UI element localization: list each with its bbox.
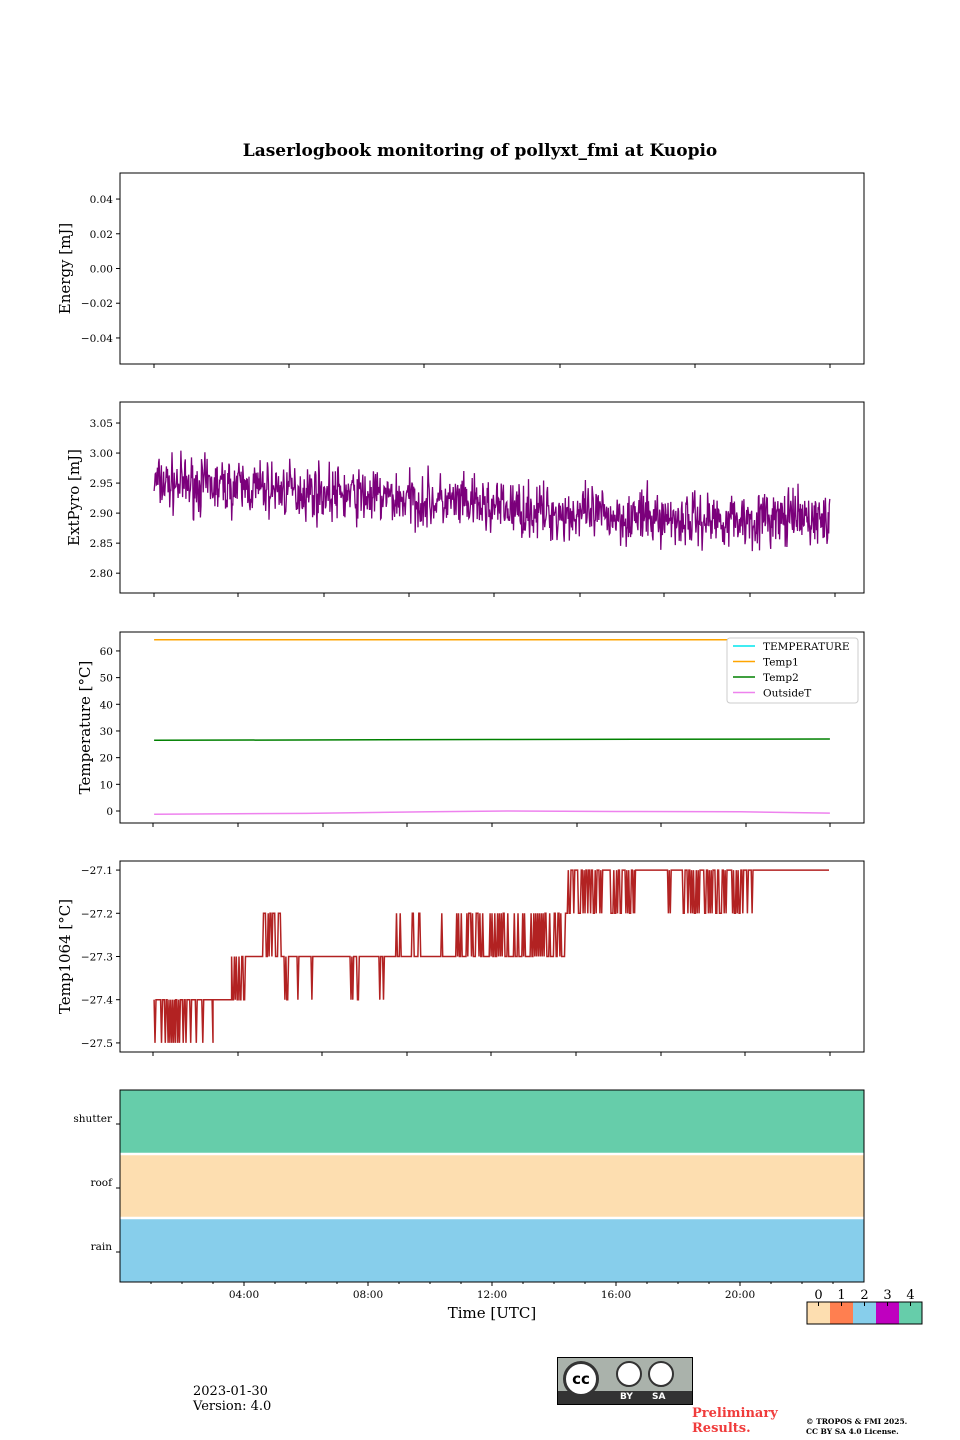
y-tick-label: −27.1: [81, 865, 113, 877]
sa-sharealike-icon: [648, 1361, 674, 1387]
y-tick-label: 2.85: [90, 538, 113, 550]
y-tick-label: 2.95: [90, 478, 113, 490]
series-line-temp1064: [153, 869, 829, 1043]
y-tick-label: 10: [100, 779, 113, 791]
y-axis-label: Energy [mJ]: [56, 223, 74, 314]
x-tick-label: 04:00: [229, 1289, 259, 1301]
y-tick-label: −27.3: [81, 952, 113, 964]
x-tick-label: 16:00: [601, 1289, 631, 1301]
panel-3: [116, 631, 865, 827]
copyright-notice: © TROPOS & FMI 2025. CC BY SA 4.0 Licens…: [806, 1417, 907, 1437]
status-row-label: roof: [90, 1177, 113, 1189]
colorbar-swatch: [807, 1302, 830, 1324]
panel-1: [116, 172, 865, 368]
legend-entry: Temp1: [763, 657, 799, 669]
x-axis-label: Time [UTC]: [448, 1304, 537, 1322]
panel-2: [116, 401, 865, 597]
y-tick-label: 2.80: [90, 568, 113, 580]
colorbar-tick-label: 3: [883, 1288, 891, 1303]
copyright-line1: © TROPOS & FMI 2025.: [806, 1417, 908, 1426]
colorbar-tick-label: 4: [906, 1288, 914, 1303]
legend-entry: OutsideT: [763, 688, 811, 700]
chart-title: Laserlogbook monitoring of pollyxt_fmi a…: [242, 141, 718, 161]
y-tick-label: −0.04: [81, 333, 113, 345]
colorbar-swatch: [876, 1302, 899, 1324]
y-tick-label: −27.2: [81, 908, 113, 920]
footer-date: 2023-01-30: [193, 1384, 268, 1399]
colorbar-swatch: [853, 1302, 876, 1324]
colorbar-tick-label: 0: [814, 1288, 822, 1303]
series-line-extpyro: [153, 450, 831, 552]
y-tick-label: 0.02: [90, 229, 113, 241]
axes-frame: [119, 401, 865, 594]
x-tick-label: 08:00: [353, 1289, 383, 1301]
colorbar-tick-label: 1: [837, 1288, 845, 1303]
legend-entry: TEMPERATURE: [763, 641, 850, 653]
y-tick-label: 60: [100, 646, 113, 658]
cc-by-label: BY: [620, 1392, 633, 1402]
y-tick-label: 3.00: [90, 448, 113, 460]
status-band-rain: [120, 1218, 864, 1282]
y-tick-label: 3.05: [90, 418, 113, 430]
status-row-label: rain: [91, 1241, 113, 1253]
status-band-shutter: [120, 1090, 864, 1154]
panel-4: [116, 860, 865, 1056]
y-tick-label: −27.5: [81, 1038, 113, 1050]
y-axis-label: ExtPyro [mJ]: [65, 449, 83, 546]
x-tick-label: 20:00: [725, 1289, 755, 1301]
y-tick-label: −27.4: [81, 995, 113, 1007]
colorbar-swatch: [899, 1302, 922, 1324]
axes-frame: [119, 172, 865, 365]
colorbar-tick-label: 2: [860, 1288, 868, 1303]
by-attribution-icon: [616, 1361, 642, 1387]
colorbar-swatch: [830, 1302, 853, 1324]
legend-entry: Temp2: [763, 672, 799, 684]
y-tick-label: 20: [100, 753, 113, 765]
status-band-roof: [120, 1154, 864, 1218]
legend: [726, 637, 859, 704]
preliminary-line2: Results.: [692, 1421, 751, 1436]
colorbar-frame: [806, 1301, 923, 1325]
status-row-label: shutter: [73, 1113, 113, 1125]
y-axis-label: Temperature [°C]: [76, 661, 94, 795]
preliminary-notice: Preliminary Results.: [692, 1406, 778, 1436]
y-tick-label: 0.04: [90, 194, 114, 206]
footer-version: Version: 4.0: [193, 1399, 272, 1414]
series-line-outsidet: [154, 810, 830, 815]
y-tick-label: 30: [100, 726, 113, 738]
cc-license-logo: cc BY SA: [557, 1357, 693, 1405]
y-tick-label: 0: [106, 806, 113, 818]
series-line-temp2: [154, 738, 830, 742]
y-tick-label: 0.00: [90, 264, 113, 276]
y-tick-label: −0.02: [81, 298, 113, 310]
y-tick-label: 2.90: [90, 508, 113, 520]
y-tick-label: 40: [100, 699, 113, 711]
cc-sa-label: SA: [652, 1392, 666, 1402]
copyright-line2: CC BY SA 4.0 License.: [806, 1427, 899, 1436]
preliminary-line1: Preliminary: [692, 1406, 778, 1421]
x-tick-label: 12:00: [477, 1289, 507, 1301]
cc-icon: cc: [563, 1361, 599, 1397]
y-tick-label: 50: [100, 673, 113, 685]
y-axis-label: Temp1064 [°C]: [56, 899, 74, 1014]
